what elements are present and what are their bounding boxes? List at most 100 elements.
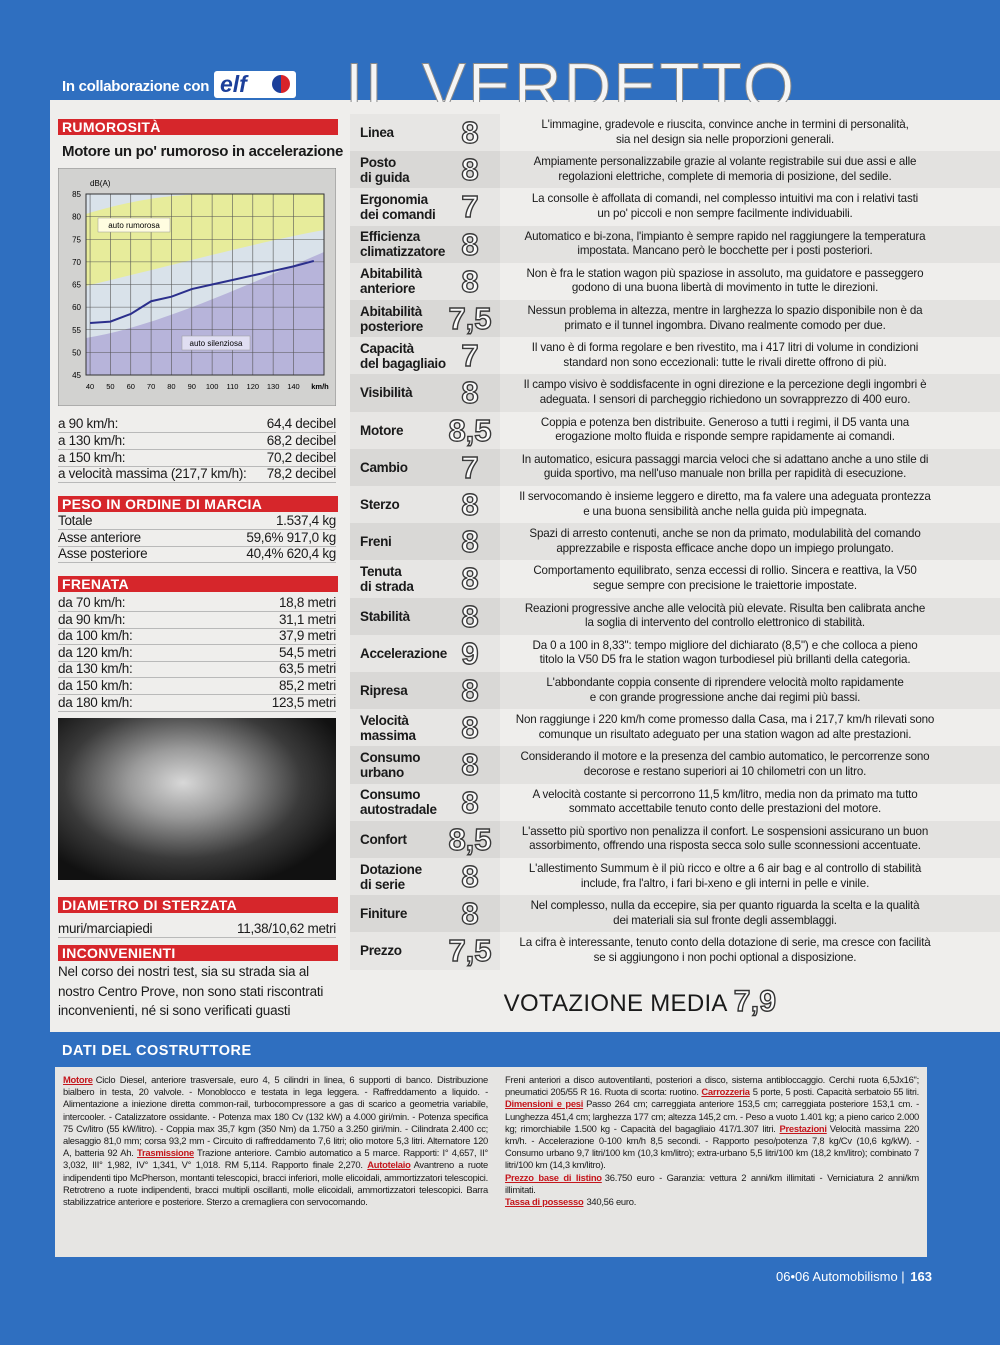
- table-row: muri/marciapiedi 11,38/10,62 metri: [58, 921, 336, 938]
- verdict-row: Tenuta di strada 8 Comportamento equilibrat…: [350, 560, 1000, 598]
- verdict-label: Linea: [360, 114, 450, 151]
- text-line: Nel complesso, nulla da eccepire, sia pe…: [530, 899, 920, 913]
- table-row: a 150 km/h: 70,2 decibel: [58, 450, 336, 467]
- text-line: Il servocomando è insieme leggero e dire…: [519, 490, 931, 503]
- text-line: se si aggiungono i non pochi optional a …: [593, 950, 857, 964]
- page-title: IL VERDETTO: [345, 49, 797, 103]
- issues-line: nostro Centro Prove, non sono stati risc…: [58, 983, 324, 999]
- label-line: Consumo: [360, 787, 421, 803]
- region-label-box: [181, 335, 251, 351]
- label-line: del bagagliaio: [360, 355, 446, 371]
- table-row: Totale 1.537,4 kg: [58, 513, 336, 530]
- text-line: un po' piccoli e non sempre facilmente i…: [597, 206, 853, 220]
- row-label: Asse anteriore: [58, 529, 141, 545]
- text-line: Non raggiunge i 220 km/h come promesso d…: [515, 713, 935, 727]
- row-label: a velocità massima (217,7 km/h):: [58, 466, 247, 482]
- verdict-text: Non è fra le station wagon più spaziose …: [500, 267, 950, 296]
- verdict-score: 8: [461, 114, 480, 150]
- text-line: la soglia di intervento del controllo el…: [585, 616, 865, 630]
- x-tick-label: 110: [226, 382, 238, 391]
- text-line: adeguata. I sensori di parcheggio richie…: [539, 392, 911, 406]
- average-value: 7,9: [733, 984, 777, 1018]
- y-tick-label: 55: [72, 326, 81, 335]
- verdict-row: Ergonomia dei comandi 7 La consolle è affol…: [350, 188, 1000, 226]
- text-line: Automatico e bi-zona, l'impianto è sempr…: [524, 229, 926, 243]
- text-line: Nessun problema in altezza, mentre in la…: [527, 304, 923, 317]
- verdict-score: 8: [461, 858, 480, 894]
- y-tick-label: 80: [72, 213, 81, 222]
- verdict-label: Accelerazione: [360, 635, 450, 672]
- verdict-label: Cambio: [360, 449, 450, 486]
- specs-paragraph: Motore Ciclo Diesel, anteriore trasversal…: [63, 1074, 488, 1208]
- text-line: Reazioni progressive anche alle velocità…: [524, 601, 926, 615]
- label-line: Linea: [360, 125, 394, 141]
- label-line: Dotazione: [360, 861, 422, 877]
- verdict-score: 7: [461, 337, 480, 374]
- label-line: Abitabilità: [360, 303, 422, 319]
- specs-column: Freni anteriori a disco autoventilanti, …: [505, 1074, 919, 1208]
- verdict-row: Abitabilità anteriore 8 Non è fra le statio…: [350, 262, 1000, 300]
- engine-photo: [58, 718, 336, 880]
- table-row: Asse posteriore 40,4% 620,4 kg: [58, 546, 336, 563]
- row-label: da 120 km/h:: [58, 644, 133, 660]
- verdict-score: 9: [461, 635, 480, 671]
- table-row: da 100 km/h: 37,9 metri: [58, 628, 336, 646]
- spec-text: Trazione anteriore. Cambio automatico a …: [63, 1147, 488, 1171]
- specs-paragraph: Tassa di possesso 340,56 euro.: [505, 1196, 919, 1208]
- row-value: 64,4 decibel: [266, 416, 337, 431]
- label-line: Sterzo: [360, 497, 400, 513]
- text-line: Considerando il motore e la presenza del…: [520, 750, 930, 764]
- section-heading: INCONVENIENTI: [58, 945, 338, 961]
- verdict-score: 8: [461, 784, 480, 820]
- verdict-score: 8: [461, 151, 480, 188]
- verdict-text: L'immagine, gradevole e riuscita, convin…: [500, 118, 950, 147]
- verdict-score: 7: [461, 189, 480, 225]
- verdict-score: 8: [461, 263, 480, 299]
- verdict-text: L'allestimento Summum è il più ricco e o…: [500, 862, 950, 891]
- row-value: 123,5 metri: [271, 694, 337, 710]
- row-value: 63,5 metri: [278, 661, 336, 677]
- verdict-text: Automatico e bi-zona, l'impianto è sempr…: [500, 230, 950, 259]
- verdict-label: Finiture: [360, 895, 450, 932]
- verdict-score: 8: [461, 747, 480, 783]
- x-tick-label: 70: [147, 382, 155, 391]
- text-line: include, fra l'altro, i fari bi-xeno e g…: [580, 876, 870, 890]
- x-tick-label: 120: [247, 382, 260, 391]
- verdict-row: Accelerazione 9 Da 0 a 100 in 8,33": tempo…: [350, 634, 1000, 672]
- page-number: 163: [910, 1269, 932, 1284]
- footer: 06•06 Automobilismo | 163: [776, 1269, 932, 1284]
- x-tick-label: 130: [267, 382, 280, 391]
- text-line: titolo la V50 D5 fra le station wagon tu…: [539, 653, 911, 667]
- text-line: La consolle è affollata di comandi, nel …: [531, 192, 919, 206]
- text-line: Ampiamente personalizzabile grazie al vo…: [533, 155, 917, 169]
- spec-text: Velocità massima 220 km/h. - Accelerazio…: [505, 1122, 919, 1171]
- issues-text: Nel corso dei nostri test, sia su strada…: [58, 962, 338, 1021]
- y-tick-label: 70: [72, 258, 81, 267]
- label-line: urbano: [360, 764, 404, 780]
- section-heading: DIAMETRO DI STERZATA: [58, 897, 338, 913]
- verdict-text: Il vano è di forma regolare e ben rivest…: [500, 341, 950, 370]
- text-line: L'allestimento Summum è il più ricco e o…: [528, 862, 922, 875]
- label-line: Motore: [360, 422, 404, 438]
- region-label: auto silenziosa: [190, 339, 243, 348]
- noise-chart: 45 50 55 60 65 70 75 80 85 40 50 60 70 80 90 100 110 120 1…: [58, 168, 336, 406]
- verdict-text: In automatico, esicura passaggi marcia v…: [500, 453, 950, 482]
- table-row: da 130 km/h: 63,5 metri: [58, 661, 336, 679]
- text-line: La cifra è interessante, tenuto conto de…: [519, 936, 931, 950]
- label-line: Confort: [360, 831, 407, 847]
- verdict-label: Prezzo: [360, 932, 450, 969]
- quiet-region: [86, 252, 324, 375]
- row-value: 78,2 decibel: [266, 466, 337, 482]
- text-line: standard non sono eccezionali: tutte le …: [563, 355, 887, 369]
- collaboration-text: In collaborazione con: [62, 78, 210, 95]
- row-value: 31,1 metri: [278, 611, 336, 627]
- verdict-text: L'abbondante coppia consente di riprende…: [500, 676, 950, 705]
- verdict-score: 8: [461, 598, 480, 634]
- label-line: climatizzatore: [360, 244, 446, 260]
- label-line: autostradale: [360, 802, 437, 818]
- text-line: segue sempre con precisione le traiettor…: [593, 578, 857, 592]
- text-line: Non è fra le station wagon più spaziose …: [526, 266, 924, 280]
- table-row: a velocità massima (217,7 km/h): 78,2 dec…: [58, 466, 337, 484]
- row-label: da 90 km/h:: [58, 611, 126, 627]
- row-label: da 180 km/h:: [58, 694, 133, 710]
